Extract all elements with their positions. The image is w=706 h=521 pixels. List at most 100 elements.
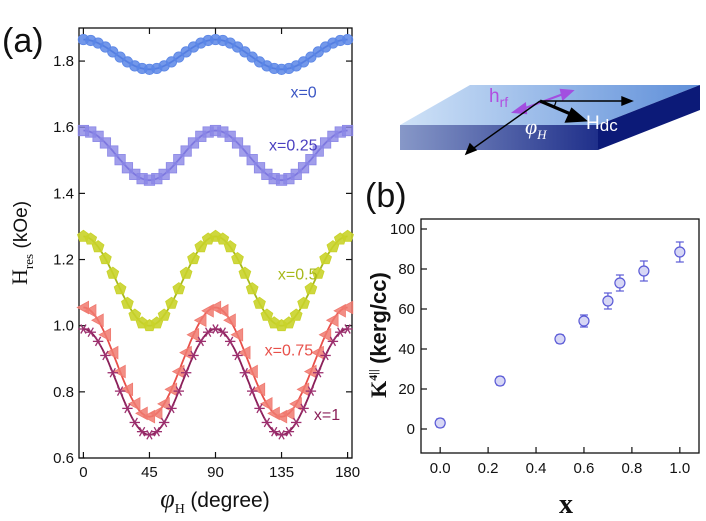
panel-a-data-point	[165, 162, 178, 174]
panel-a-data-point	[325, 313, 339, 328]
panel-a-series-labels: x=0 x=0.25 x=0.5 x=0.75 x=1	[265, 84, 341, 424]
panel-a-data-point	[254, 403, 265, 414]
panel-a-data-point	[78, 324, 89, 334]
panel-a-data-point	[105, 345, 119, 360]
hdc-arrow	[539, 99, 589, 123]
panel-a-series-label: x=1	[314, 407, 340, 424]
panel-a-data-point	[289, 308, 303, 321]
panel-a-series	[76, 33, 354, 440]
panel-a-ytick-label: 0.8	[53, 384, 74, 401]
panel-a-data-point	[319, 137, 332, 149]
panel-a-xlabel-unit: (degree)	[190, 489, 269, 512]
panel-a-data-point	[245, 282, 259, 295]
panel-a-data-point	[106, 266, 120, 279]
panel-b-xtick-label: 1.0	[669, 460, 690, 477]
panel-a-data-point	[341, 124, 354, 137]
panel-a-data-point	[341, 33, 354, 46]
panel-a-data-point	[335, 327, 346, 338]
panel-a-data-point	[173, 154, 185, 166]
panel-b-xtick-label: 0.4	[526, 460, 547, 477]
panel-a-data-point	[269, 426, 280, 437]
panel-a-data-point	[246, 386, 258, 396]
panel-a-data-point	[224, 336, 236, 347]
hrf-arrow	[510, 88, 575, 115]
panel-a-ytick-label: 1.8	[53, 53, 74, 70]
panel-a-data-point	[216, 232, 230, 245]
panel-a-data-point	[231, 137, 244, 149]
panel-a-data-point	[92, 130, 104, 142]
panel-b-data-point	[494, 375, 506, 387]
panel-a-data-point	[305, 154, 317, 166]
panel-b-xtick-label: 0.8	[621, 460, 642, 477]
panel-b-xtick-label: 0.0	[430, 460, 451, 477]
panel-a-data-point	[172, 282, 186, 295]
panel-a-data-point	[297, 296, 310, 309]
panel-a-data-point	[171, 364, 185, 379]
panel-a-data-point	[180, 367, 192, 378]
panel-a-ytick-label: 1.2	[53, 252, 74, 269]
panel-a-data-point	[91, 240, 105, 253]
panel-a-data-point	[193, 313, 207, 328]
inset-axes	[464, 95, 634, 156]
panel-a-series-label: x=0.75	[265, 342, 314, 359]
panel-a-xtick-label: 45	[141, 464, 158, 481]
panel-a: (a) 0 45 90 135 180 0.6 0.8 1.0 1.2 1.4 1.6 1.8 x=0…	[2, 22, 360, 517]
panel-a-data-point	[311, 345, 324, 360]
panel-a-data-point	[121, 162, 134, 174]
panel-a-data-point	[296, 382, 310, 397]
panel-a-data-point	[92, 336, 104, 347]
panel-a-data-point	[151, 426, 162, 437]
panel-a-data-point	[188, 350, 199, 361]
panel-a-data-point	[98, 327, 112, 342]
phi-arc	[552, 100, 557, 109]
panel-a-data-point	[173, 386, 185, 396]
panel-a-data-point	[113, 282, 127, 295]
panel-a-data-point	[224, 130, 236, 142]
hdc-label: Hdc	[586, 113, 618, 135]
panel-a-data-point	[144, 430, 155, 440]
panel-b: (b) 0.0 0.2 0.4 0.6 0.8 1.0 0 20 40 60 80 100 x K4|…	[365, 177, 700, 520]
panel-b-xlabel: x	[559, 489, 573, 520]
panel-a-data-point	[195, 336, 207, 347]
panel-a-data-point	[186, 327, 200, 342]
panel-b-ytick-label: 40	[398, 341, 415, 358]
panel-a-data-point	[259, 397, 273, 411]
panel-a-data-point	[99, 137, 112, 149]
panel-a-data-point	[202, 327, 214, 338]
slab-side-face	[598, 85, 700, 150]
panel-a-data-point	[166, 403, 177, 414]
panel-a-data-point	[276, 430, 287, 440]
panel-b-ylabel-main: K	[366, 381, 391, 398]
panel-a-data-point	[84, 232, 98, 245]
panel-a-data-point	[298, 403, 309, 414]
panel-a-data-point	[114, 386, 126, 396]
panel-a-data-point	[318, 327, 332, 342]
panel-b-ylabel-sup: 4||	[366, 369, 380, 380]
panel-a-data-point	[237, 345, 251, 360]
panel-a-data-point	[312, 145, 324, 157]
panel-a-series-label: x=0.5	[278, 266, 318, 283]
panel-a-xtick-label: 0	[79, 464, 87, 481]
panel-a-data-point	[114, 154, 126, 166]
panel-b-data-point	[434, 417, 446, 429]
panel-a-data-point	[158, 168, 170, 180]
panel-a-data-point	[297, 162, 310, 174]
panel-b-ytick-label: 20	[398, 381, 415, 398]
panel-a-data-point	[187, 137, 200, 149]
panel-a-data-point	[122, 403, 133, 414]
panel-a-data-point	[246, 154, 258, 166]
panel-a-xlabel-subscript: H	[175, 502, 185, 517]
panel-a-xtick-label: 90	[207, 464, 224, 481]
panel-a-series-label: x=0	[290, 84, 316, 101]
panel-b-ylabel-unit: (kerg/cc)	[366, 272, 391, 364]
panel-b-ytick-label: 80	[398, 261, 415, 278]
panel-a-data-point	[342, 324, 353, 334]
panel-b-points	[434, 241, 686, 429]
panel-b-data-point	[554, 333, 566, 345]
panel-b-ylabel: K4|| (kerg/cc)	[366, 272, 391, 398]
panel-a-xtick-label: 135	[269, 464, 294, 481]
panel-a-data-point	[239, 145, 251, 157]
panel-a-data-point	[165, 296, 178, 309]
panel-b-data-point	[602, 295, 614, 307]
panel-a-ylabel-symbol: H	[7, 269, 32, 285]
